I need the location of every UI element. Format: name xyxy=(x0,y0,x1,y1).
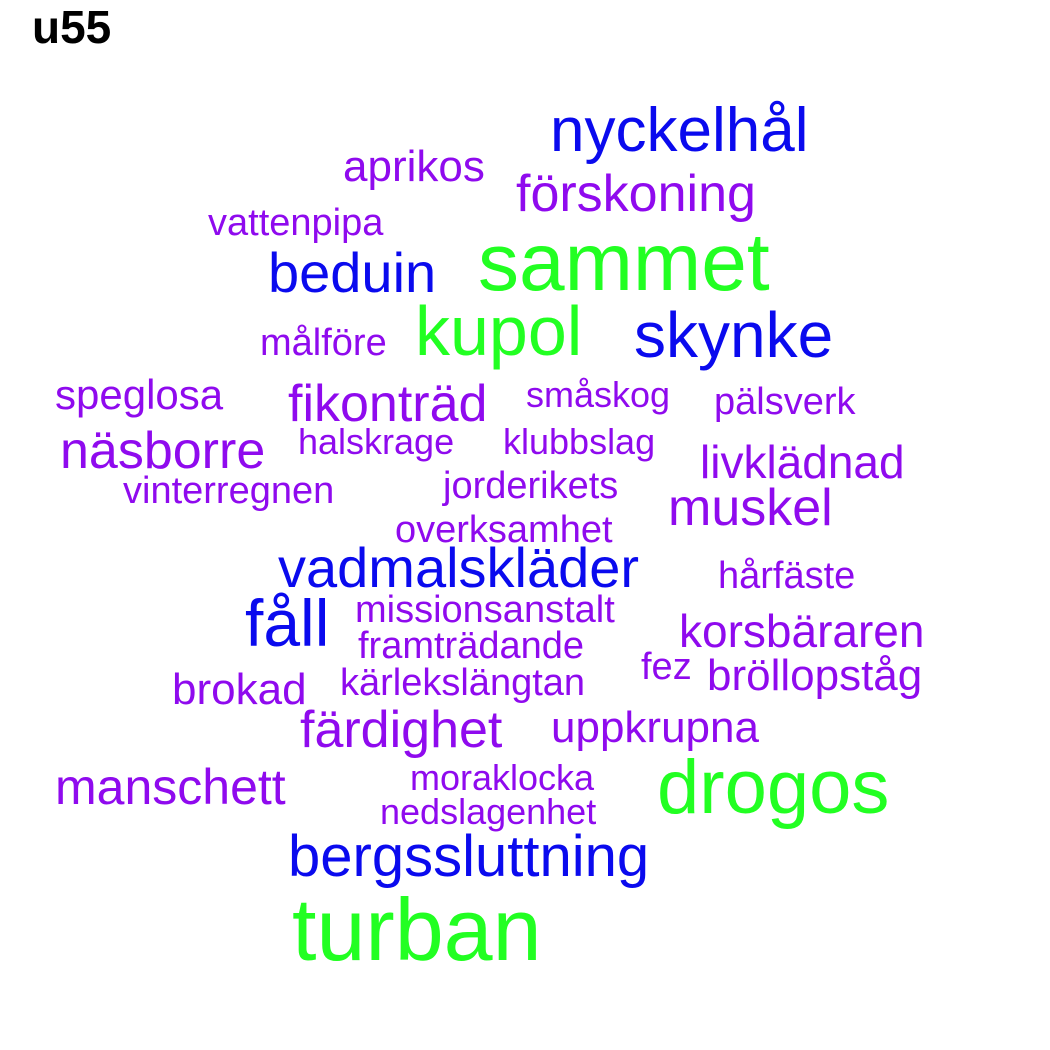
cloud-word: fikonträd xyxy=(288,375,488,433)
cloud-word: skynke xyxy=(634,299,834,371)
cloud-word: nedslagenhet xyxy=(380,791,597,832)
cloud-word: hårfäste xyxy=(718,555,856,597)
cloud-word: bergssluttning xyxy=(288,824,650,889)
cloud-word: bröllopståg xyxy=(707,651,923,700)
cloud-word: beduin xyxy=(268,241,437,304)
cloud-word: jorderikets xyxy=(443,465,619,507)
cloud-word: vinterregnen xyxy=(123,470,335,512)
cloud-word: livklädnad xyxy=(700,436,905,488)
cloud-word: aprikos xyxy=(343,142,485,191)
cloud-word: sammet xyxy=(478,217,770,308)
cloud-word: kupol xyxy=(415,292,583,370)
cloud-word: förskoning xyxy=(516,165,756,223)
cloud-title: u55 xyxy=(32,1,112,53)
cloud-word: turban xyxy=(292,880,542,979)
cloud-word: moraklocka xyxy=(410,757,595,798)
cloud-word: målföre xyxy=(260,322,387,364)
cloud-word: overksamhet xyxy=(395,509,613,551)
cloud-word: framträdande xyxy=(358,625,585,667)
cloud-word: manschett xyxy=(55,759,286,815)
cloud-word: näsborre xyxy=(60,422,266,480)
cloud-word: korsbäraren xyxy=(679,605,925,657)
cloud-word: fåll xyxy=(245,586,330,660)
cloud-word: uppkrupna xyxy=(551,703,759,752)
cloud-word: kärlekslängtan xyxy=(340,662,586,704)
cloud-word: fez xyxy=(641,646,692,688)
cloud-word: halskrage xyxy=(298,421,455,462)
cloud-word: klubbslag xyxy=(503,421,656,462)
cloud-word: vattenpipa xyxy=(208,202,384,244)
cloud-word: vadmalskläder xyxy=(278,536,640,599)
cloud-word: pälsverk xyxy=(714,381,856,423)
cloud-word: drogos xyxy=(657,745,890,830)
cloud-word: nyckelhål xyxy=(550,96,809,165)
cloud-word: brokad xyxy=(172,665,307,714)
cloud-word: muskel xyxy=(668,479,833,537)
cloud-word: färdighet xyxy=(300,701,503,759)
cloud-word: småskog xyxy=(526,374,671,415)
cloud-word: missionsanstalt xyxy=(355,589,615,631)
cloud-word: speglosa xyxy=(55,371,224,418)
